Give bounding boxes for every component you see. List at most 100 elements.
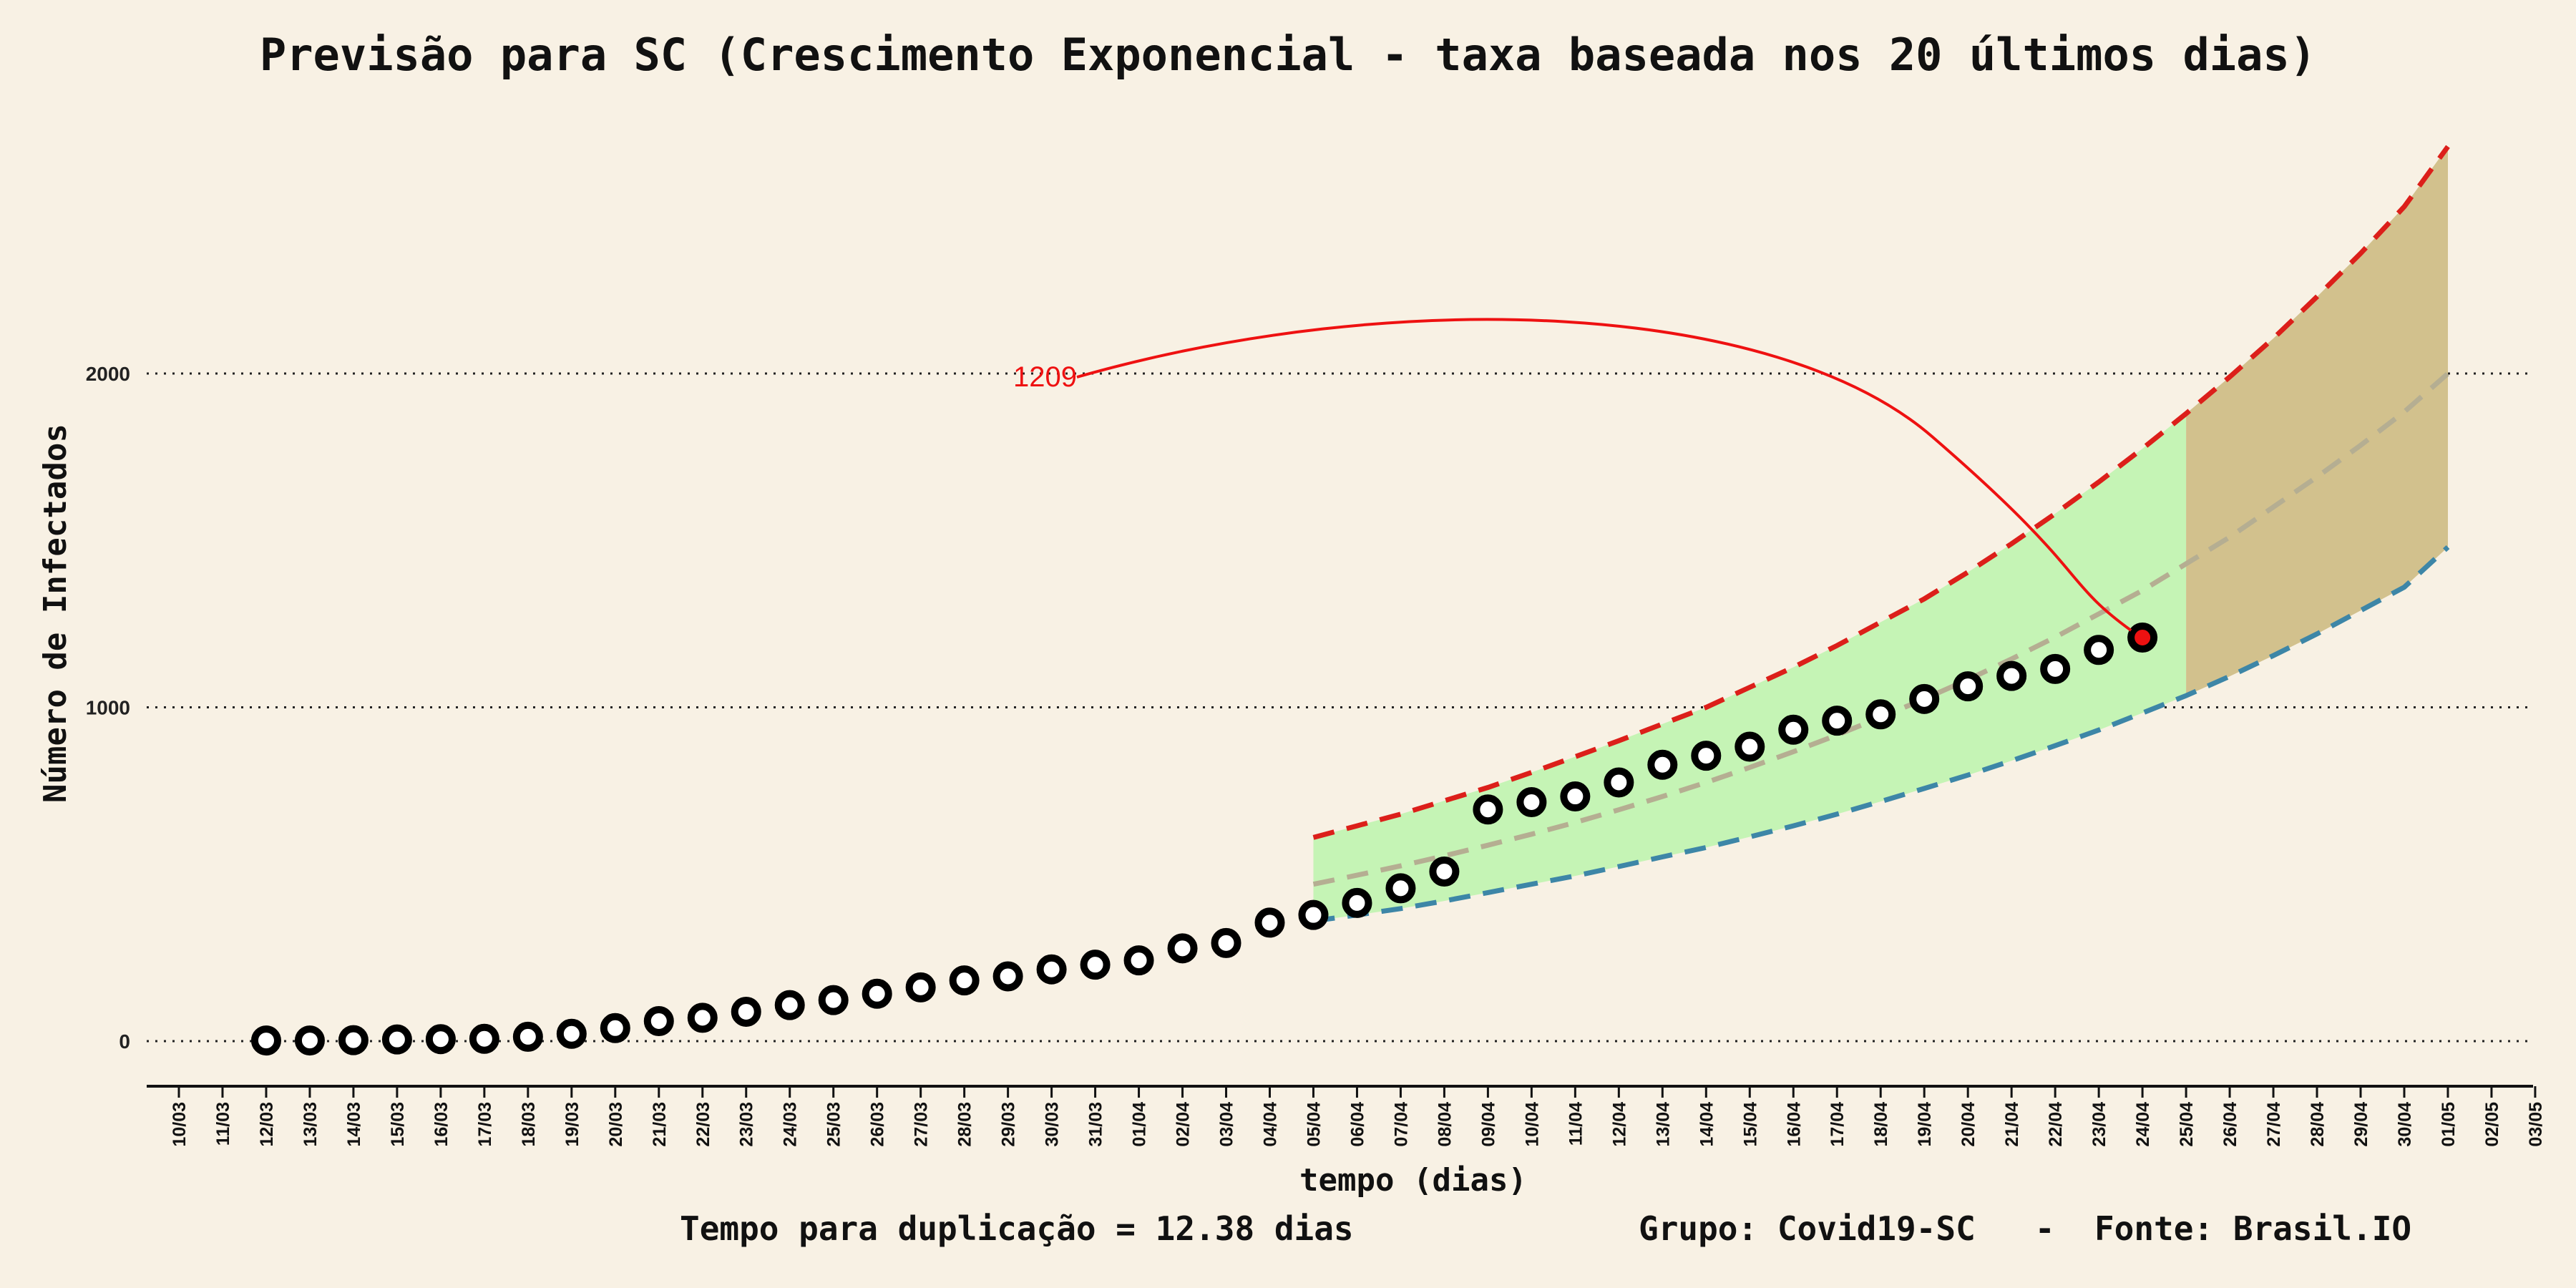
data-point	[1211, 927, 1241, 958]
x-tick-label: 20/03	[606, 1102, 626, 1147]
data-point	[250, 1025, 281, 1056]
data-point	[731, 996, 761, 1027]
data-point	[1080, 950, 1111, 980]
forecast-lower-line	[1313, 545, 2450, 924]
data-point	[1647, 749, 1678, 780]
x-tick-label: 29/03	[999, 1102, 1019, 1147]
data-point	[862, 978, 892, 1009]
x-tick-label: 25/03	[824, 1102, 844, 1147]
annotation: 1209	[1013, 318, 2132, 632]
data-point	[294, 1025, 325, 1056]
x-tick-label: 12/04	[1609, 1102, 1629, 1147]
x-tick-label: 24/03	[781, 1102, 801, 1147]
data-point	[774, 990, 805, 1020]
data-point	[1254, 907, 1285, 938]
x-tick-label: 31/03	[1086, 1102, 1106, 1147]
x-tick-label: 15/03	[388, 1102, 408, 1147]
x-tick-label: 10/03	[170, 1102, 190, 1147]
data-point	[905, 972, 936, 1002]
x-tick-label: 16/03	[431, 1102, 452, 1147]
data-point	[425, 1024, 456, 1055]
data-point	[600, 1013, 630, 1043]
x-tick-label: 05/04	[1304, 1102, 1324, 1147]
x-tick-label: 19/03	[562, 1102, 582, 1147]
data-point	[1167, 933, 1198, 964]
data-point	[1604, 767, 1634, 798]
x-tick-label: 13/03	[301, 1102, 321, 1147]
x-tick-label: 13/04	[1653, 1102, 1673, 1147]
x-tick-label: 18/03	[519, 1102, 539, 1147]
x-tick-label: 12/03	[257, 1102, 277, 1147]
data-point	[1735, 731, 1765, 762]
x-tick-label: 18/04	[1871, 1102, 1891, 1147]
source-note: Grupo: Covid19-SC - Fonte: Brasil.IO	[1639, 1209, 2412, 1248]
data-point	[1516, 786, 1547, 817]
axes: 0 1000 2000 10/03 11/03 12/03 13/03 14/03 15/03 1…	[86, 363, 2546, 1147]
forecast-band-future	[2186, 146, 2448, 696]
x-tick-label: 17/03	[475, 1102, 495, 1147]
x-tick-label: 26/03	[868, 1102, 888, 1147]
x-tick-label: 04/04	[1261, 1102, 1281, 1147]
chart-title: Previsão para SC (Crescimento Exponencia…	[259, 29, 2317, 81]
data-point	[338, 1025, 369, 1055]
x-tick-label: 24/04	[2133, 1102, 2153, 1147]
x-tick-label: 27/04	[2264, 1102, 2284, 1147]
y-tick-label: 2000	[86, 363, 130, 385]
x-tick-label: 28/04	[2308, 1102, 2328, 1147]
x-tick-label: 01/05	[2439, 1102, 2459, 1147]
data-point	[1429, 857, 1460, 887]
x-tick-label: 27/03	[912, 1102, 932, 1147]
x-tick-label: 02/05	[2482, 1102, 2502, 1147]
x-tick-label: 20/04	[1958, 1102, 1979, 1147]
x-tick-label: 30/03	[1043, 1102, 1063, 1147]
x-tick-label: 09/04	[1478, 1102, 1498, 1147]
data-point	[1996, 660, 2027, 691]
forecast-upper-line	[1312, 145, 2450, 840]
data-point	[469, 1023, 499, 1054]
data-point	[1865, 699, 1896, 730]
highlight-point	[2127, 623, 2158, 653]
x-tick-label: 07/04	[1391, 1102, 1411, 1147]
data-point	[1909, 683, 1940, 714]
x-tick-label: 10/04	[1522, 1102, 1542, 1147]
data-point	[1822, 706, 1853, 736]
data-point	[556, 1018, 587, 1049]
x-tick-label: 01/04	[1130, 1102, 1150, 1147]
x-tick-label: 26/04	[2220, 1102, 2240, 1147]
x-tick-label: 11/03	[213, 1102, 233, 1146]
x-tick-label: 25/04	[2177, 1102, 2197, 1147]
x-tick-label: 21/03	[650, 1102, 670, 1147]
x-tick-label: 19/04	[1915, 1102, 1935, 1147]
x-tick-label: 28/03	[955, 1102, 975, 1147]
y-tick-label: 1000	[86, 697, 130, 719]
data-point	[1298, 899, 1329, 930]
x-tick-label: 17/04	[1828, 1102, 1848, 1147]
data-point	[2084, 635, 2114, 665]
data-point	[1123, 945, 1154, 976]
x-tick-label: 03/05	[2526, 1102, 2546, 1147]
observed-points	[250, 623, 2158, 1056]
x-tick-label: 23/03	[737, 1102, 757, 1147]
x-tick-label: 15/04	[1740, 1102, 1760, 1147]
data-point	[643, 1006, 674, 1037]
x-tick-label: 23/04	[2089, 1102, 2109, 1147]
data-point	[1385, 873, 1416, 904]
x-tick-label: 21/04	[2002, 1102, 2022, 1147]
data-point	[1953, 671, 1984, 702]
data-point	[1778, 714, 1809, 745]
data-point	[1560, 781, 1591, 812]
data-point	[1036, 954, 1067, 985]
data-point	[687, 1002, 718, 1033]
x-tick-label: 08/04	[1435, 1102, 1455, 1147]
x-tick-label: 22/03	[693, 1102, 713, 1147]
x-tick-label: 30/04	[2395, 1102, 2415, 1147]
x-tick-label: 11/04	[1566, 1102, 1586, 1146]
data-point	[949, 965, 980, 996]
x-tick-label: 14/03	[344, 1102, 364, 1147]
data-point	[2040, 653, 2071, 684]
x-tick-label: 06/04	[1347, 1102, 1367, 1147]
data-point	[1691, 741, 1722, 771]
data-point	[1342, 887, 1372, 918]
annotation-arrow	[1076, 318, 2132, 632]
